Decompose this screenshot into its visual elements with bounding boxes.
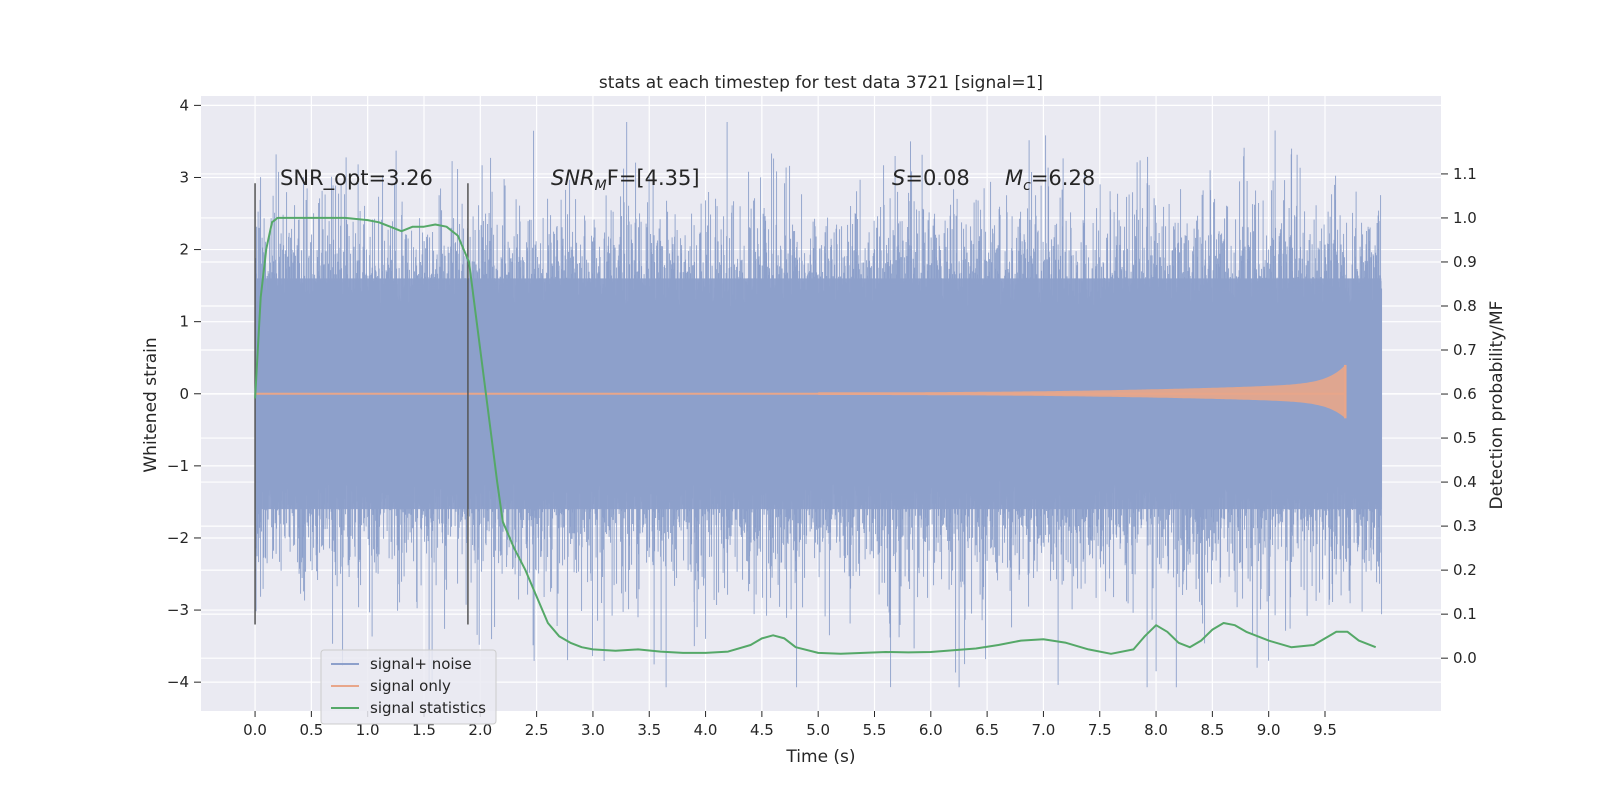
y2-tick-label: 0.4 — [1453, 473, 1477, 491]
x-tick-label: 9.0 — [1257, 721, 1281, 739]
x-tick-label: 5.5 — [863, 721, 887, 739]
x-tick-label: 5.0 — [806, 721, 830, 739]
x-axis-label: Time (s) — [785, 747, 855, 767]
y2-axis-ticks: 0.0 0.1 0.2 0.3 0.4 0.5 0.6 0.7 0.8 0.9 1.0 1.1 — [1441, 165, 1477, 667]
y2-tick-label: 0.8 — [1453, 297, 1477, 315]
y-tick-label: 4 — [179, 96, 189, 114]
x-tick-label: 8.5 — [1200, 721, 1224, 739]
series-signal-only — [255, 364, 1347, 419]
x-axis-ticks: 0.0 0.5 1.0 1.5 2.0 2.5 3.0 3.5 4.0 4.5 5.0 5.5 6.0 6… — [243, 711, 1337, 739]
annotation-mc: Mc=6.28 — [1005, 166, 1095, 194]
x-tick-label: 4.5 — [750, 721, 774, 739]
legend-label-signal-noise: signal+ noise — [370, 655, 472, 673]
legend: signal+ noise signal only signal statist… — [320, 649, 497, 725]
y2-tick-label: 0.6 — [1453, 385, 1477, 403]
x-tick-label: 8.0 — [1144, 721, 1168, 739]
y-tick-label: −2 — [167, 529, 189, 547]
y-tick-label: 3 — [179, 168, 189, 186]
x-tick-label: 6.0 — [919, 721, 943, 739]
x-tick-label: 3.5 — [637, 721, 661, 739]
y-axis-label: Whitened strain — [141, 337, 161, 472]
legend-label-signal-statistics: signal statistics — [370, 699, 486, 717]
x-tick-label: 1.0 — [356, 721, 380, 739]
s-stat-value: =0.08 — [905, 166, 969, 190]
mc-value: =6.28 — [1031, 166, 1095, 190]
vertical-lines — [254, 183, 469, 625]
x-tick-label: 4.0 — [694, 721, 718, 739]
x-tick-label: 2.5 — [525, 721, 549, 739]
x-tick-label: 7.0 — [1032, 721, 1056, 739]
signal-statistics-line — [254, 216, 1377, 655]
y-tick-label: 0 — [179, 385, 189, 403]
y-tick-label: 2 — [179, 241, 189, 259]
snr-mf-sub: M — [595, 178, 607, 194]
y-tick-label: 1 — [179, 313, 189, 331]
x-tick-label: 2.0 — [468, 721, 492, 739]
mc-symbol: M — [1005, 166, 1023, 190]
annotation-snr-mf: SNRMF=[4.35] — [551, 166, 700, 194]
y-axis-ticks: −4 −3 −2 −1 0 1 2 3 4 — [167, 96, 201, 691]
x-tick-label: 0.5 — [299, 721, 323, 739]
y2-tick-label: 0.9 — [1453, 253, 1477, 271]
y-tick-label: −4 — [167, 673, 189, 691]
y2-tick-label: 1.1 — [1453, 165, 1477, 183]
x-tick-label: 6.5 — [975, 721, 999, 739]
y2-tick-label: 0.3 — [1453, 517, 1477, 535]
y2-tick-label: 1.0 — [1453, 209, 1477, 227]
x-tick-label: 9.5 — [1313, 721, 1337, 739]
x-tick-label: 3.0 — [581, 721, 605, 739]
y-tick-label: −1 — [167, 457, 189, 475]
signal-envelope — [818, 364, 1346, 419]
legend-box — [320, 649, 497, 725]
annotation-s-stat: S=0.08 — [892, 166, 970, 190]
y-tick-label: −3 — [167, 601, 189, 619]
mc-subscript: c — [1023, 178, 1031, 194]
x-tick-label: 1.5 — [412, 721, 436, 739]
snr-mf-rest: F=[4.35] — [607, 166, 700, 190]
y2-tick-label: 0.5 — [1453, 429, 1477, 447]
y2-tick-label: 0.2 — [1453, 561, 1477, 579]
chart-title: stats at each timestep for test data 372… — [599, 73, 1043, 93]
y2-tick-label: 0.1 — [1453, 605, 1477, 623]
x-tick-label: 0.0 — [243, 721, 267, 739]
series-signal-statistics — [254, 216, 1377, 655]
x-tick-label: 7.5 — [1088, 721, 1112, 739]
snr-mf-base: SNR — [551, 166, 595, 190]
legend-label-signal-only: signal only — [370, 677, 451, 695]
y2-tick-label: 0.7 — [1453, 341, 1477, 359]
s-stat-symbol: S — [892, 166, 905, 190]
annotation-snr-opt: SNR_opt=3.26 — [280, 166, 433, 191]
y2-axis-label: Detection probability/MF — [1487, 301, 1507, 510]
y2-tick-label: 0.0 — [1453, 649, 1477, 667]
